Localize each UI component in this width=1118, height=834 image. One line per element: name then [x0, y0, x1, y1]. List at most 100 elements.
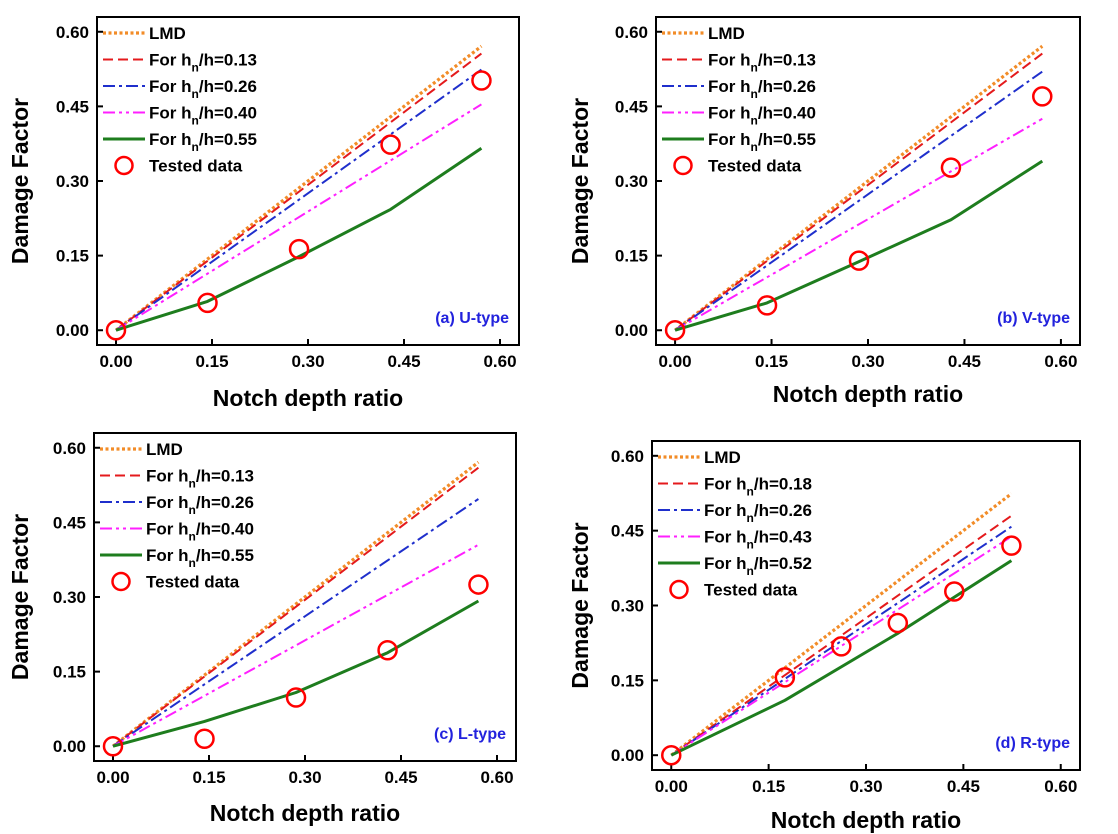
x-tick-label: 0.60: [1044, 777, 1077, 796]
legend-label-1: LMD: [704, 448, 741, 467]
x-tick-label: 0.30: [851, 352, 884, 371]
legend-label-tested: Tested data: [149, 157, 243, 176]
series-line-5: [115, 146, 483, 332]
series-line-3: [112, 498, 479, 748]
x-tick-label: 0.15: [192, 768, 225, 787]
y-tick-label: 0.00: [611, 746, 644, 765]
y-tick-label: 0.15: [53, 663, 86, 682]
y-tick-label: 0.60: [615, 23, 648, 42]
legend-label-1: LMD: [149, 24, 186, 43]
tested-data-point: [380, 134, 401, 155]
x-tick-label: 0.30: [291, 352, 324, 371]
series-line-2: [115, 52, 483, 331]
legend-label-3: For hn/h=0.26: [149, 77, 257, 101]
legend-label-5: For hn/h=0.55: [708, 130, 816, 154]
x-axis-label: Notch depth ratio: [213, 385, 403, 411]
y-tick-label: 0.00: [56, 321, 89, 340]
series-line-2: [670, 514, 1012, 757]
x-tick-label: 0.00: [659, 352, 692, 371]
legend-label-tested: Tested data: [704, 581, 798, 600]
x-tick-label: 0.30: [288, 768, 321, 787]
chart-panel-1: 0.00 0.15 0.30 0.45 0.60 0.00 0.15 0.30 0.45 0.60…: [7, 16, 520, 411]
legend-label-3: For hn/h=0.26: [146, 493, 254, 517]
panel-label: (a) U-type: [435, 310, 509, 327]
series-line-5: [670, 559, 1013, 757]
tested-data-point: [664, 319, 686, 341]
y-tick-label: 0.15: [615, 247, 648, 266]
x-tick-label: 0.00: [96, 768, 129, 787]
legend-label-4: For hn/h=0.40: [149, 104, 257, 128]
x-tick-label: 0.45: [384, 768, 417, 787]
series-line-3: [115, 68, 482, 332]
y-tick-label: 0.00: [53, 737, 86, 756]
series-line-4: [670, 535, 1012, 757]
y-tick-label: 0.00: [615, 321, 648, 340]
x-tick-label: 0.15: [755, 352, 788, 371]
tested-data-point: [468, 574, 489, 595]
y-axis-label: Damage Factor: [567, 98, 593, 264]
x-tick-label: 0.00: [655, 777, 688, 796]
tested-data-point: [197, 292, 218, 314]
x-tick-label: 0.60: [1044, 352, 1077, 371]
tested-data-point: [105, 319, 127, 341]
series-line-5: [674, 159, 1044, 332]
legend-label-2: For hn/h=0.13: [149, 51, 257, 75]
tested-data-point: [285, 687, 307, 708]
y-tick-label: 0.30: [53, 588, 86, 607]
panel-label: (b) V-type: [997, 310, 1070, 327]
x-tick-label: 0.60: [480, 768, 513, 787]
x-axis-label: Notch depth ratio: [773, 381, 963, 407]
tested-data-point: [102, 735, 124, 757]
tested-data-point: [194, 728, 215, 750]
series-line-4: [674, 117, 1043, 332]
x-axis-label: Notch depth ratio: [771, 807, 961, 833]
legend-label-3: For hn/h=0.26: [708, 77, 816, 101]
tested-data-point: [944, 581, 965, 602]
legend-label-4: For hn/h=0.40: [708, 104, 816, 128]
series-line-1: [670, 492, 1013, 757]
x-tick-label: 0.15: [195, 352, 228, 371]
x-tick-label: 0.45: [947, 777, 980, 796]
legend-label-5: For hn/h=0.52: [704, 554, 812, 578]
legend-marker-tested: [673, 155, 693, 176]
tested-data-point: [1032, 86, 1053, 107]
legend-label-5: For hn/h=0.55: [146, 546, 254, 570]
legend-label-1: LMD: [708, 24, 745, 43]
legend-label-3: For hn/h=0.26: [704, 501, 812, 525]
tested-data-point: [774, 667, 796, 688]
legend-label-tested: Tested data: [146, 573, 240, 592]
x-tick-label: 0.45: [948, 352, 981, 371]
legend-label-2: For hn/h=0.18: [704, 475, 812, 499]
legend-marker-tested: [669, 579, 689, 600]
legend-label-1: LMD: [146, 440, 183, 459]
y-axis-label: Damage Factor: [567, 522, 593, 688]
series-line-4: [115, 103, 482, 332]
chart-panel-3: 0.00 0.15 0.30 0.45 0.60 0.00 0.15 0.30 0.45 0.60…: [7, 432, 517, 826]
tested-data-point: [756, 295, 778, 316]
panel-label: (c) L-type: [434, 726, 506, 743]
legend-label-2: For hn/h=0.13: [708, 51, 816, 75]
tested-data-point: [377, 639, 398, 661]
x-tick-label: 0.45: [387, 352, 420, 371]
y-tick-label: 0.60: [53, 439, 86, 458]
y-axis-label: Damage Factor: [7, 514, 33, 680]
tested-data-point: [471, 70, 492, 91]
x-tick-label: 0.30: [849, 777, 882, 796]
tested-data-point: [848, 250, 870, 271]
y-tick-label: 0.45: [611, 522, 644, 541]
series-line-2: [674, 52, 1043, 331]
legend-label-5: For hn/h=0.55: [149, 130, 257, 154]
legend-label-4: For hn/h=0.43: [704, 528, 812, 552]
y-tick-label: 0.30: [615, 172, 648, 191]
panel-label: (d) R-type: [995, 735, 1070, 752]
tested-data-point: [288, 238, 310, 260]
series-line-4: [112, 543, 479, 748]
y-tick-label: 0.30: [611, 597, 644, 616]
x-axis-label: Notch depth ratio: [210, 800, 400, 826]
y-tick-label: 0.15: [56, 247, 89, 266]
y-tick-label: 0.45: [56, 97, 89, 116]
x-tick-label: 0.15: [752, 777, 785, 796]
y-axis-label: Damage Factor: [7, 98, 33, 264]
series-line-5: [112, 599, 480, 748]
x-tick-label: 0.00: [99, 352, 132, 371]
